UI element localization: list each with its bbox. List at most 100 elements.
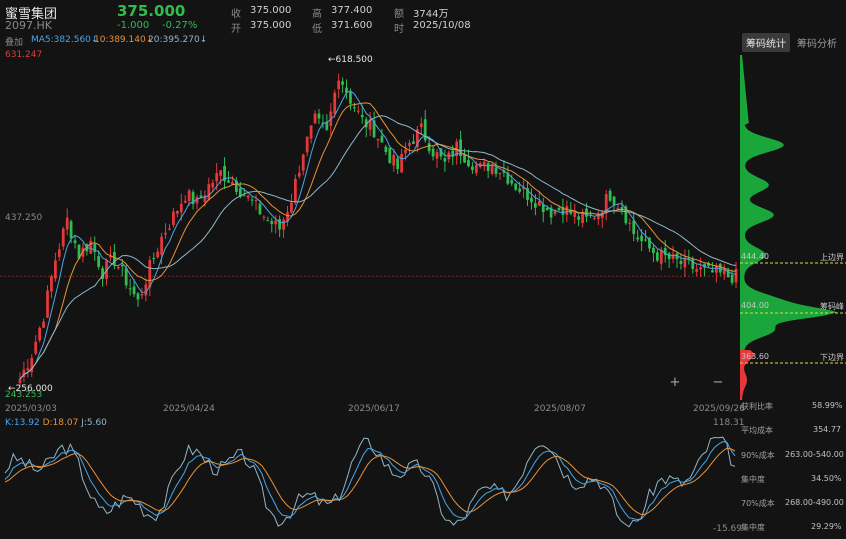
candle-body [368, 119, 372, 130]
candle-body [120, 265, 124, 267]
stock-name: 蜜雪集团 [5, 7, 58, 22]
candle-body [683, 257, 687, 268]
candle-body [530, 197, 533, 203]
candle-body [341, 81, 344, 85]
zoom-in-button[interactable]: + [669, 375, 681, 390]
candle-body [427, 143, 431, 152]
ma5-value: MA5:382.560↓ [31, 35, 99, 45]
tab-chip-analysis[interactable]: 筹码分析 [797, 39, 837, 50]
candle-body [388, 147, 392, 164]
stat-key: 平均成本 [741, 426, 773, 435]
candle-body [246, 195, 250, 198]
amount-value: 3744万 [413, 9, 449, 20]
candle-body [345, 87, 348, 93]
candle-body [179, 203, 183, 213]
zoom-out-button[interactable]: − [712, 375, 724, 390]
candle-body [278, 219, 282, 230]
candle-body [565, 206, 569, 216]
candle-body [93, 243, 97, 252]
ma5-line [19, 90, 737, 380]
candle-body [89, 240, 93, 254]
ma5-legend: MA5:382.560↓ [31, 35, 98, 45]
candle-body [526, 188, 529, 200]
candle-body [718, 263, 722, 273]
min-price-annotation: ←256.000 [8, 384, 53, 394]
price-change-pct: -0.27% [162, 20, 198, 31]
tab-chip-stats[interactable]: 筹码统计 [742, 33, 790, 52]
candle-body [294, 178, 297, 203]
candle-body [262, 216, 266, 218]
candle-body [124, 268, 128, 286]
candle-body [459, 139, 462, 157]
candle-body [207, 183, 211, 200]
candle-body [175, 210, 179, 214]
kdj-k: K:13.92 [5, 418, 40, 428]
candle-body [333, 92, 337, 114]
chip-distribution-peak [740, 313, 831, 350]
candle-body [506, 172, 510, 184]
candle-body [337, 80, 341, 90]
candle-body [353, 107, 356, 109]
candle-body [679, 260, 683, 264]
candle-body [655, 252, 659, 261]
candle-body [132, 286, 136, 295]
candle-body [408, 142, 411, 146]
candle-body [703, 263, 706, 268]
candle-body [474, 164, 478, 174]
candle-body [227, 180, 230, 183]
kdj-j-line [4, 436, 736, 528]
price-chart[interactable] [0, 45, 846, 415]
stat-key: 获利比率 [741, 402, 773, 411]
candle-body [286, 212, 289, 222]
candle-body [632, 220, 636, 235]
candle-body [640, 235, 643, 242]
candle-body [730, 274, 734, 283]
stat-value: 263.00-540.00 [785, 450, 844, 459]
candle-body [356, 110, 360, 112]
ma20-legend: 20:395.270↓ [148, 35, 207, 45]
candle-body [211, 182, 215, 188]
candle-body [349, 92, 352, 104]
candle-body [38, 327, 42, 341]
candle-body [69, 221, 73, 239]
candle-body [305, 136, 309, 153]
candle-body [392, 154, 396, 166]
price-top-label: 631.247 [5, 50, 43, 60]
candle-body [282, 219, 285, 230]
candle-body [364, 119, 368, 128]
candle-body [663, 248, 667, 256]
candle-body [18, 379, 22, 383]
stat-value: 354.77 [813, 425, 841, 434]
candle-body [498, 173, 502, 175]
stat-key: 集中度 [741, 523, 765, 532]
candle-body [396, 158, 400, 170]
candle-body [238, 188, 242, 197]
kdj-chart[interactable] [0, 425, 740, 537]
last-price: 375.000 [117, 2, 186, 20]
chip-peak-label: 筹码峰 [820, 302, 844, 311]
stat-value: 268.00-490.00 [785, 498, 844, 507]
candle-body [569, 209, 573, 214]
price-mid-label: 437.250 [5, 213, 43, 223]
date-label: 2025/08/07 [534, 404, 586, 414]
kdj-j: J:5.60 [81, 418, 107, 428]
kdj-legend: K:13.92 D:18.07 J:5.60 [5, 418, 107, 428]
candle-body [707, 263, 710, 267]
candle-body [514, 183, 518, 190]
low-label: 低 [312, 24, 322, 35]
date-label: 2025/03/03 [5, 404, 57, 414]
chip-peak-value: 404.00 [741, 301, 769, 310]
candle-body [242, 195, 246, 197]
candle-body [541, 204, 545, 213]
candle-body [443, 158, 447, 162]
candle-body [573, 212, 577, 217]
candle-body [116, 267, 120, 269]
candle-body [471, 166, 474, 171]
candle-body [97, 256, 101, 267]
candle-body [223, 165, 226, 182]
overlay-button[interactable]: 叠加 [5, 38, 24, 48]
candle-body [77, 244, 81, 259]
candle-body [329, 111, 333, 126]
stat-key: 70%成本 [741, 499, 775, 508]
candle-body [26, 368, 30, 371]
